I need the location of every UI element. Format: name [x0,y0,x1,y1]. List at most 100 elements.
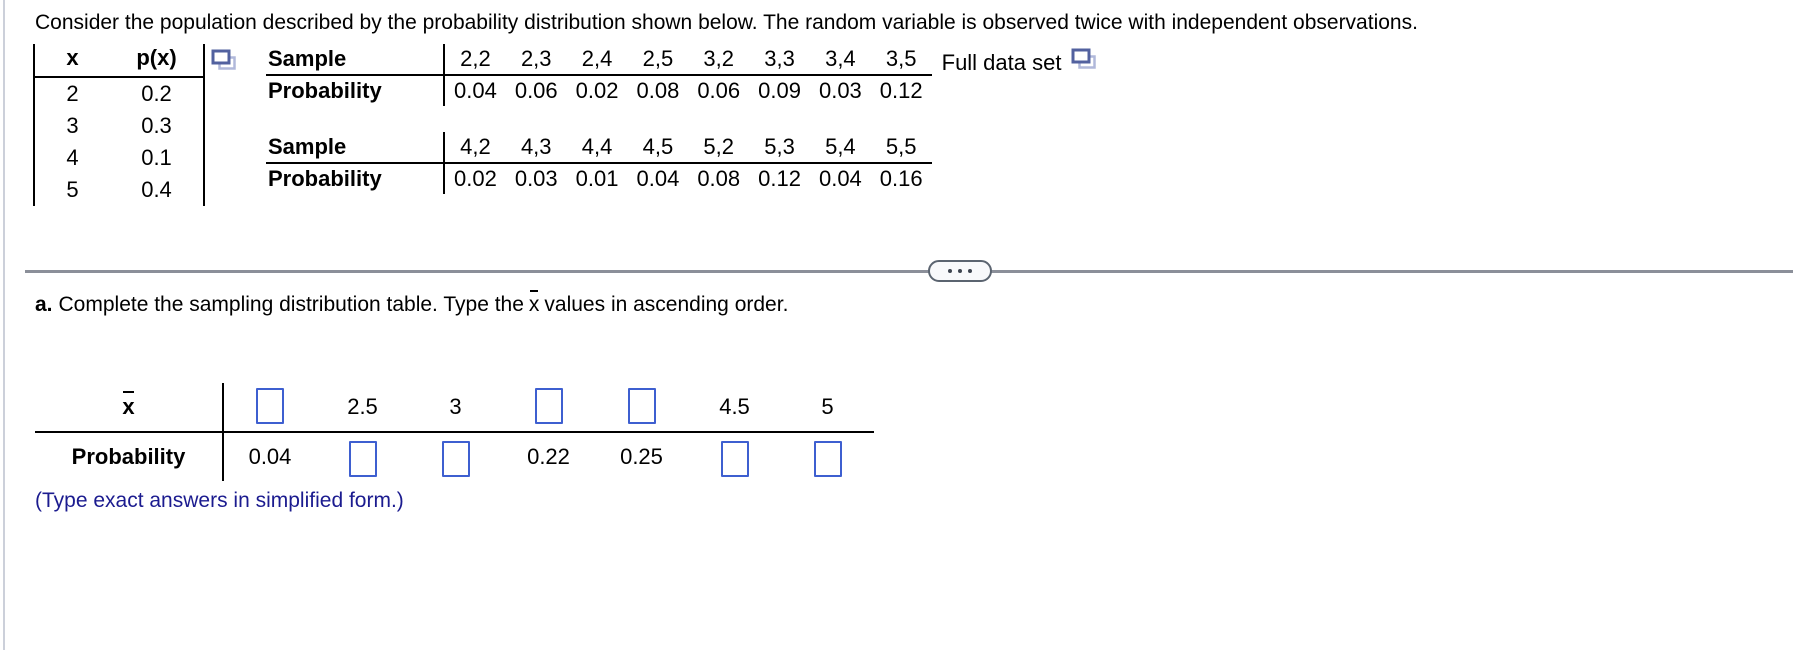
xbar-symbol: x [528,290,540,316]
pop-col-header-x: x [34,44,110,78]
prob-input-7[interactable] [813,440,842,477]
copy-population-table-icon[interactable] [211,49,237,77]
sample-value: 5,4 [809,132,871,164]
xbar-input-4[interactable] [534,387,563,424]
table-row: 2 0.2 [34,77,204,110]
copy-full-data-set-icon[interactable] [1071,48,1097,77]
table-row: Sample 4,2 4,3 4,4 4,5 5,2 5,3 5,4 5,5 [266,132,932,164]
probability-row-header: Probability [35,432,224,481]
probability-value: 0.08 [636,78,680,103]
table-row: Probability 0.02 0.03 0.01 0.04 0.08 0.1… [266,163,932,194]
probability-value: 0.04 [636,166,680,191]
ellipsis-icon [958,269,962,273]
prob-input-3[interactable] [441,440,470,477]
sample-distributions: Sample 2,2 2,3 2,4 2,5 3,2 3,3 3,4 3,5 P… [266,44,1097,194]
xbar-symbol: x [122,391,135,419]
sample-value: 4,5 [627,132,689,164]
probability-value: 0.01 [575,166,619,191]
xbar-cell-7: 5 [781,383,874,433]
sample-row-label: Sample [266,44,445,76]
problem-statement: Consider the population described by the… [35,11,1418,34]
pop-x-value: 3 [66,113,79,138]
probability-row: Probability 0.04 0.22 0.25 [35,432,874,481]
table-row: 5 0.4 [34,174,204,206]
population-table: x p(x) 2 0.2 3 0.3 4 0.1 5 0.4 [33,44,205,206]
sample-table-1: Sample 2,2 2,3 2,4 2,5 3,2 3,3 3,4 3,5 P… [266,44,932,106]
probability-value: 0.12 [758,166,801,191]
section-divider [25,270,1793,273]
pop-px-value: 0.1 [141,145,172,170]
sampling-distribution-table: x 2.5 3 4.5 5 Probability 0.04 0.22 0.25 [35,383,874,481]
sample-value: 3,5 [870,44,932,76]
instruction-text: values in ascending order. [544,293,789,316]
xbar-cell-5 [595,383,688,433]
sample-value: 2,2 [444,44,506,76]
xbar-row: x 2.5 3 4.5 5 [35,383,874,433]
sample-value: 4,2 [444,132,506,164]
instruction-text: Complete the sampling distribution table… [58,293,524,316]
pop-px-value: 0.2 [141,81,172,106]
table-row: 4 0.1 [34,142,204,174]
sample-value: 4,3 [505,132,567,164]
part-a-instruction: a. Complete the sampling distribution tab… [35,290,789,317]
xbar-cell-6: 4.5 [688,383,781,433]
xbar-cell-1 [223,383,316,433]
part-a-label: a. [35,293,53,316]
xbar-input-5[interactable] [627,387,656,424]
sample-value: 3,4 [809,44,871,76]
prob-cell-1: 0.04 [248,444,292,469]
sample-value: 4,4 [566,132,628,164]
pop-col-header-px: p(x) [110,44,204,78]
xbar-cell-3: 3 [409,383,502,433]
prob-cell-6 [688,432,781,481]
sample-value: 2,3 [505,44,567,76]
xbar-input-1[interactable] [256,387,284,424]
probability-value: 0.08 [697,166,741,191]
sample-table-2: Sample 4,2 4,3 4,4 4,5 5,2 5,3 5,4 5,5 P… [266,132,932,194]
xbar-cell-4 [502,383,595,433]
table-row: Probability 0.04 0.06 0.02 0.08 0.06 0.0… [266,75,932,106]
prob-cell-4: 0.22 [527,444,570,469]
probability-value: 0.03 [514,166,558,191]
probability-value: 0.06 [514,78,558,103]
xbar-cell-2: 2.5 [316,383,409,433]
sample-value: 2,5 [627,44,689,76]
ellipsis-icon [948,269,952,273]
probability-value: 0.12 [879,78,923,103]
probability-value: 0.04 [454,78,497,103]
probability-row-label: Probability [266,75,445,106]
full-data-set-label: Full data set [941,49,1062,75]
probability-value: 0.02 [575,78,619,103]
divider-ellipsis-button[interactable] [928,260,992,282]
table-row: Sample 2,2 2,3 2,4 2,5 3,2 3,3 3,4 3,5 [266,44,932,76]
sample-value: 3,3 [749,44,810,76]
probability-value: 0.02 [454,166,497,191]
sample-value: 2,4 [566,44,628,76]
sample-row-label: Sample [266,132,445,164]
ellipsis-icon [968,269,972,273]
prob-cell-2 [316,432,409,481]
xbar-row-header: x [35,383,224,433]
sample-value: 5,2 [688,132,750,164]
prob-input-2[interactable] [348,440,377,477]
probability-value: 0.09 [758,78,801,103]
probability-value: 0.06 [697,78,741,103]
answer-format-note: (Type exact answers in simplified form.) [35,489,404,512]
pop-x-value: 4 [66,145,79,170]
pop-px-value: 0.3 [141,113,172,138]
prob-cell-7 [781,432,874,481]
table-row: 3 0.3 [34,110,204,142]
panel-left-border [3,0,5,650]
sample-value: 5,3 [749,132,810,164]
probability-value: 0.16 [879,166,923,191]
sample-value: 3,2 [688,44,750,76]
probability-value: 0.03 [818,78,862,103]
pop-px-value: 0.4 [141,177,172,202]
pop-x-value: 5 [66,177,79,202]
pop-x-value: 2 [66,81,79,106]
sample-value: 5,5 [870,132,932,164]
prob-cell-5: 0.25 [620,444,663,469]
prob-input-6[interactable] [720,440,749,477]
probability-value: 0.04 [818,166,862,191]
